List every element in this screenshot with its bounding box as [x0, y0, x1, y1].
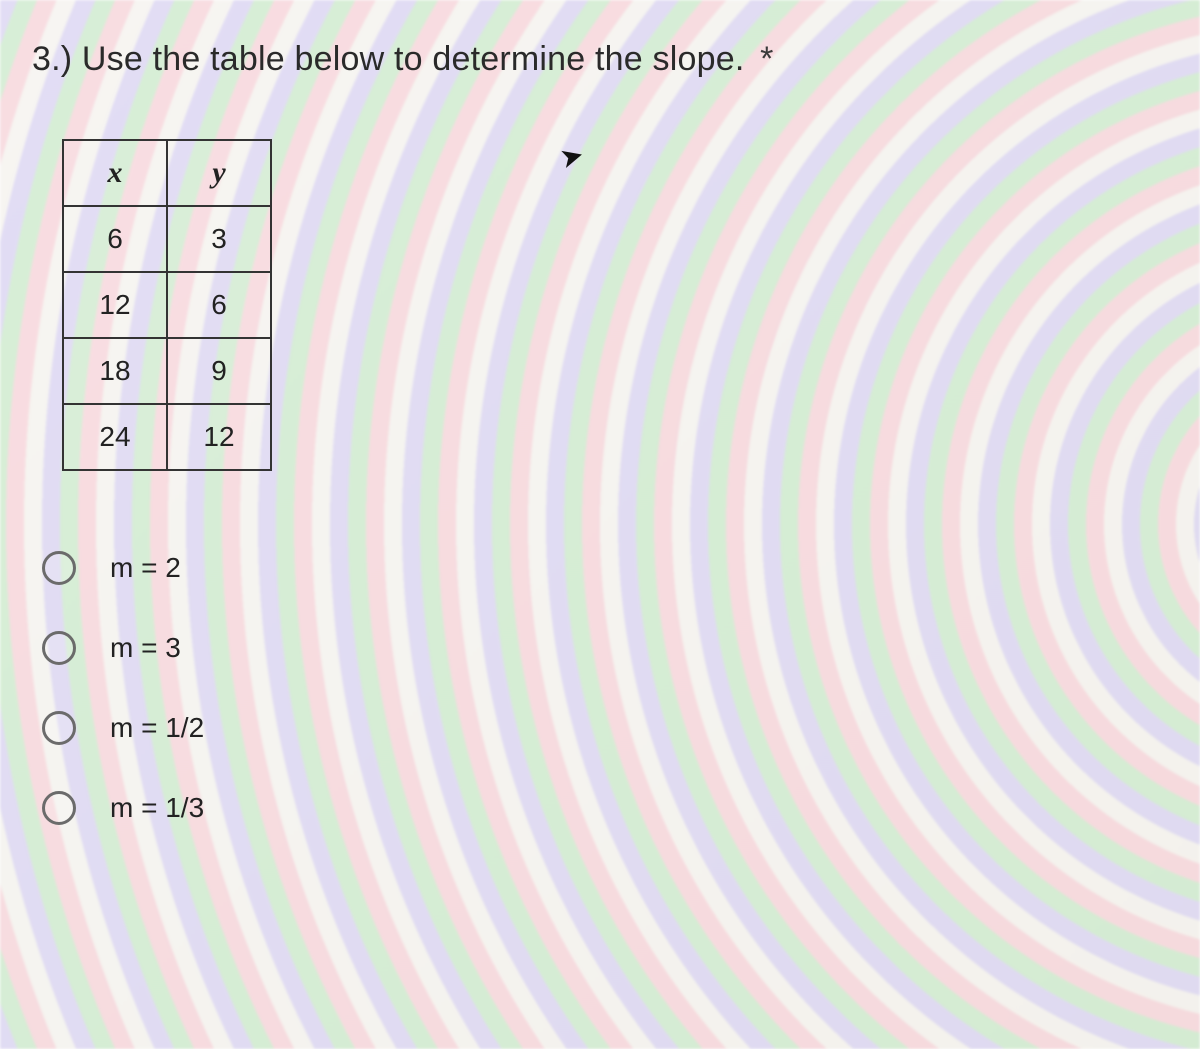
question-title: 3.) Use the table below to determine the…: [32, 40, 1168, 79]
radio-icon: [42, 711, 76, 745]
cell-x: 12: [63, 272, 167, 338]
option-1[interactable]: m = 3: [42, 631, 1168, 665]
option-2[interactable]: m = 1/2: [42, 711, 1168, 745]
xy-table: x y 6 3 12 6 18 9 24 12: [62, 139, 272, 471]
cell-y: 9: [167, 338, 271, 404]
cell-x: 6: [63, 206, 167, 272]
radio-icon: [42, 791, 76, 825]
cell-y: 12: [167, 404, 271, 470]
col-header-y: y: [167, 140, 271, 206]
col-header-x: x: [63, 140, 167, 206]
cell-x: 18: [63, 338, 167, 404]
question-container: 3.) Use the table below to determine the…: [0, 0, 1200, 911]
option-label: m = 3: [110, 632, 181, 664]
cell-y: 3: [167, 206, 271, 272]
cell-x: 24: [63, 404, 167, 470]
cell-y: 6: [167, 272, 271, 338]
question-text: 3.) Use the table below to determine the…: [32, 40, 744, 78]
options-group: m = 2 m = 3 m = 1/2 m = 1/3: [42, 551, 1168, 825]
radio-icon: [42, 631, 76, 665]
option-0[interactable]: m = 2: [42, 551, 1168, 585]
table-row: 12 6: [63, 272, 271, 338]
option-label: m = 1/3: [110, 792, 204, 824]
radio-icon: [42, 551, 76, 585]
option-label: m = 2: [110, 552, 181, 584]
table-header-row: x y: [63, 140, 271, 206]
table-row: 24 12: [63, 404, 271, 470]
option-label: m = 1/2: [110, 712, 204, 744]
table-row: 6 3: [63, 206, 271, 272]
required-marker: *: [760, 40, 773, 78]
table-row: 18 9: [63, 338, 271, 404]
option-3[interactable]: m = 1/3: [42, 791, 1168, 825]
